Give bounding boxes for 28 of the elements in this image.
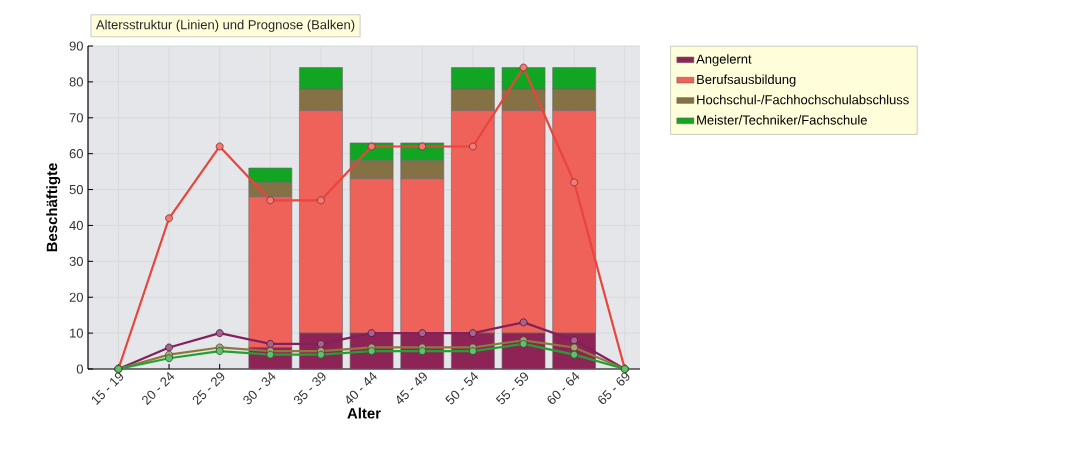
y-axis-title: Beschäftigte bbox=[46, 163, 61, 252]
x-tick-label: 20 - 24 bbox=[142, 371, 175, 406]
y-tick-label: 40 bbox=[69, 220, 83, 231]
x-tick-label: 15 - 19 bbox=[91, 372, 124, 405]
y-tick-label: 90 bbox=[69, 41, 83, 51]
x-tick-label: 60 - 64 bbox=[547, 371, 580, 404]
legend-label: Angelernt bbox=[696, 54, 752, 67]
x-axis-title: Alter bbox=[347, 407, 381, 419]
legend-label: Berufsausbildung bbox=[697, 74, 796, 87]
x-tick-label: 65 - 69 bbox=[598, 372, 630, 404]
y-tick-label: 0 bbox=[76, 364, 83, 374]
y-tick-label: 50 bbox=[69, 184, 83, 195]
y-tick-label: 10 bbox=[70, 328, 83, 338]
x-tick-label: 40 - 44 bbox=[346, 371, 377, 404]
x-tick-label: 55 - 59 bbox=[495, 372, 529, 405]
x-tick-label: 50 - 54 bbox=[445, 371, 479, 405]
x-tick-label: 25 - 29 bbox=[192, 372, 225, 406]
legend-label: Hochschul-/Fachhochschulabschluss bbox=[697, 94, 909, 105]
y-tick-label: 70 bbox=[69, 113, 83, 123]
x-tick-label: 35 - 39 bbox=[293, 372, 326, 405]
y-tick-label: 60 bbox=[69, 149, 83, 159]
x-tick-label: 45 - 49 bbox=[396, 372, 427, 404]
legend-label: Meister/Techniker/Fachschule bbox=[697, 115, 867, 125]
y-tick-label: 20 bbox=[69, 292, 83, 302]
x-tick-label: 30 - 34 bbox=[243, 371, 276, 405]
chart-title: Altersstruktur (Linien) und Prognose (Balken) bbox=[95, 19, 355, 32]
y-tick-label: 30 bbox=[69, 256, 83, 266]
y-tick-label: 80 bbox=[69, 77, 83, 87]
